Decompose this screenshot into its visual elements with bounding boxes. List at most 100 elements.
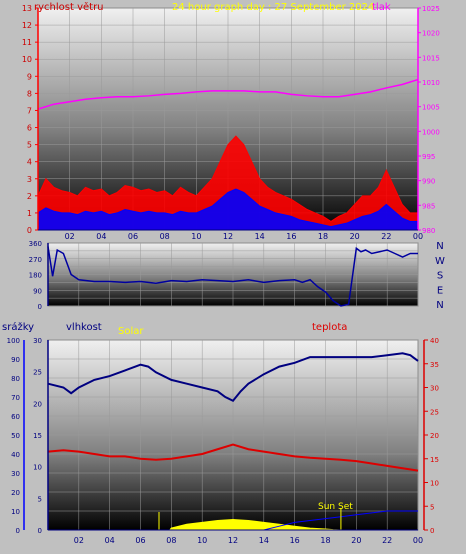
chart-title: 24 hour graph day : 27 September 2024: [172, 2, 374, 13]
wind-speed-tick-label: 11: [22, 38, 32, 47]
temperature-axis-title: teplota: [312, 322, 347, 333]
pressure-tick-label: 1010: [422, 79, 440, 87]
pressure-tick-label: 985: [422, 202, 435, 210]
humidity-tick-label: 15: [33, 432, 42, 440]
time-tick-label: 14: [259, 536, 269, 545]
time-tick-label: 22: [382, 536, 392, 545]
time-tick-label: 16: [290, 536, 300, 545]
direction-tick-label: 270: [29, 256, 42, 264]
wind-speed-tick-label: 6: [27, 124, 32, 133]
wind-speed-tick-label: 9: [27, 72, 32, 81]
rain-tick-label: 90: [11, 356, 20, 364]
humidity-tick-label: 5: [38, 495, 42, 503]
humidity-tick-label: 20: [33, 400, 42, 408]
rain-tick-label: 40: [11, 451, 20, 459]
wind-speed-tick-label: 4: [27, 158, 32, 167]
series-rain: [48, 510, 418, 531]
time-tick-label: 06: [135, 536, 145, 545]
humidity-tick-label: 0: [38, 527, 42, 535]
compass-label: N: [436, 241, 443, 252]
rain-tick-label: 100: [7, 337, 20, 345]
temperature-tick-label: 40: [430, 337, 439, 345]
wind-speed-tick-label: 0: [27, 226, 32, 235]
humidity-tick-label: 25: [33, 369, 42, 377]
time-tick-label: 04: [96, 232, 106, 241]
time-tick-label: 08: [166, 536, 176, 545]
time-tick-label: 00: [413, 232, 423, 241]
series-gust: [37, 135, 419, 231]
temperature-tick-label: 15: [430, 456, 439, 464]
time-tick-label: 10: [197, 536, 207, 545]
compass-label: W: [435, 256, 445, 267]
wind-speed-tick-label: 10: [22, 55, 32, 64]
wind-speed-tick-label: 5: [27, 141, 32, 150]
series-tlak: [37, 78, 419, 110]
wind-speed-tick-label: 13: [22, 4, 32, 13]
compass-label: E: [437, 285, 443, 296]
compass-label: N: [436, 300, 443, 311]
time-tick-label: 12: [228, 536, 238, 545]
pressure-tick-label: 1020: [422, 30, 440, 38]
series-vlhkost: [47, 352, 419, 403]
rain-tick-label: 60: [11, 413, 20, 421]
series-wind-direction: [47, 246, 418, 307]
rain-tick-label: 70: [11, 394, 20, 402]
pressure-axis-title: tlak: [372, 2, 391, 13]
time-tick-label: 14: [255, 232, 265, 241]
wind-speed-tick-label: 7: [27, 106, 32, 115]
rain-tick-label: 0: [16, 527, 20, 535]
wind-speed-axis-title: rychlost větru: [34, 1, 104, 13]
time-tick-label: 22: [381, 232, 391, 241]
wind-direction-grid: [48, 242, 419, 307]
pressure-tick-label: 990: [422, 178, 435, 186]
series-teplota: [47, 443, 419, 472]
direction-tick-label: 360: [29, 240, 42, 248]
time-tick-label: 20: [351, 536, 361, 545]
humidity-tick-label: 30: [33, 337, 42, 345]
rain-tick-label: 10: [11, 508, 20, 516]
time-tick-label: 02: [74, 536, 84, 545]
temperature-tick-label: 5: [430, 503, 434, 511]
temperature-tick-label: 35: [430, 361, 439, 369]
time-tick-label: 04: [105, 536, 115, 545]
pressure-tick-label: 1025: [422, 5, 440, 13]
wind-speed-tick-label: 8: [27, 89, 32, 98]
time-tick-label: 10: [191, 232, 201, 241]
rain-tick-label: 50: [11, 432, 20, 440]
time-tick-label: 12: [223, 232, 233, 241]
temperature-tick-label: 20: [430, 432, 439, 440]
direction-tick-label: 180: [29, 272, 42, 280]
wind-pressure-axes: 0123456789101112139809859909951000100510…: [22, 4, 440, 241]
wind-direction-series: [47, 246, 418, 307]
direction-tick-label: 90: [33, 287, 42, 295]
rain-tick-label: 30: [11, 470, 20, 478]
humidity-axis-title: vlhkost: [66, 322, 102, 333]
time-tick-label: 18: [320, 536, 330, 545]
time-tick-label: 20: [350, 232, 360, 241]
time-tick-label: 00: [413, 536, 423, 545]
temperature-tick-label: 30: [430, 385, 439, 393]
compass-label: S: [437, 271, 443, 282]
time-tick-label: 18: [318, 232, 328, 241]
rain-axis-title: srážky: [2, 321, 34, 333]
sunset-annotation: Sun Set: [318, 502, 353, 512]
time-tick-label: 02: [65, 232, 75, 241]
wind-speed-tick-label: 2: [27, 192, 32, 201]
wind-pressure-series: [37, 78, 419, 231]
time-tick-label: 06: [128, 232, 138, 241]
rain-tick-label: 20: [11, 489, 20, 497]
humidity-temperature-axes: 0102030405060708090100051015202530051015…: [7, 337, 439, 545]
series-wind: [37, 188, 419, 231]
pressure-tick-label: 1000: [422, 128, 440, 136]
direction-tick-label: 0: [38, 303, 42, 311]
time-tick-label: 08: [160, 232, 170, 241]
rain-tick-label: 80: [11, 375, 20, 383]
temperature-tick-label: 0: [430, 527, 434, 535]
humidity-tick-label: 10: [33, 464, 42, 472]
temperature-tick-label: 10: [430, 480, 439, 488]
wind-speed-tick-label: 12: [22, 21, 32, 30]
temperature-tick-label: 25: [430, 408, 439, 416]
